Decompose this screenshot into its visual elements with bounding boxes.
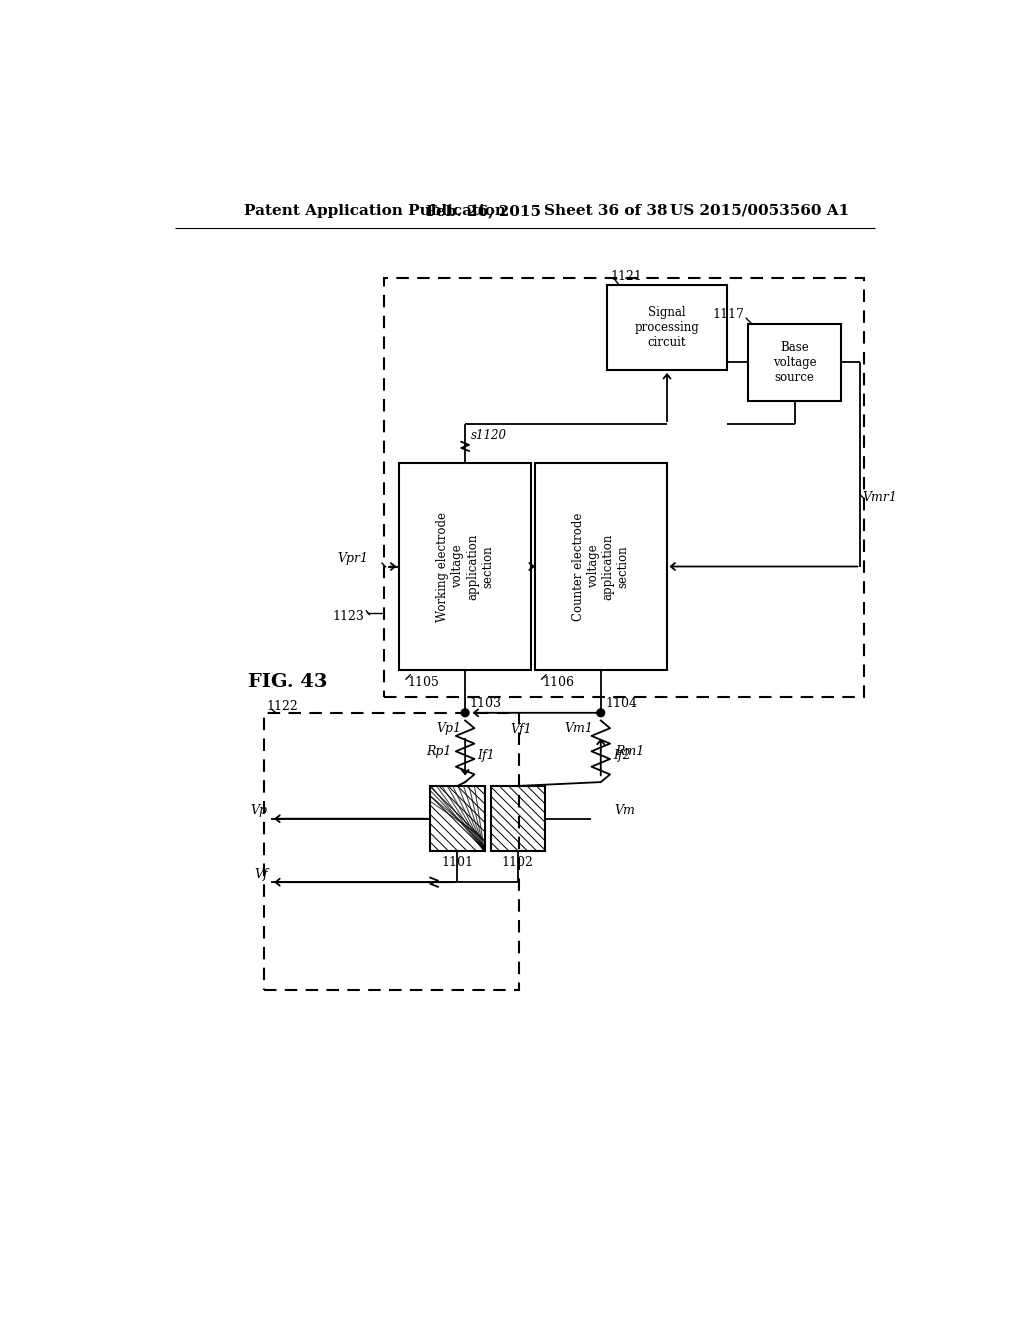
Text: Vf: Vf [254, 869, 267, 880]
Text: 1105: 1105 [407, 676, 439, 689]
Circle shape [597, 709, 604, 717]
Text: Vp: Vp [251, 804, 267, 817]
Text: If1: If1 [477, 748, 496, 762]
Text: 1106: 1106 [543, 676, 574, 689]
Bar [399, 462, 531, 671]
Text: Signal
processing
circuit: Signal processing circuit [635, 306, 699, 350]
Text: Vp1: Vp1 [436, 722, 461, 735]
Bar [384, 277, 864, 697]
Text: 1122: 1122 [266, 700, 298, 713]
Bar [748, 323, 841, 401]
Text: s1120: s1120 [471, 429, 507, 442]
Bar [535, 462, 667, 671]
Text: Vm1: Vm1 [564, 722, 593, 735]
Text: Rp1: Rp1 [426, 744, 452, 758]
Text: Vf1: Vf1 [511, 723, 532, 737]
Bar [263, 713, 519, 990]
Text: Rm1: Rm1 [614, 744, 644, 758]
Text: Vpr1: Vpr1 [337, 552, 369, 565]
Text: 1104: 1104 [605, 697, 637, 710]
Text: Patent Application Publication: Patent Application Publication [245, 203, 506, 218]
Text: Working electrode
voltage
application
section: Working electrode voltage application se… [436, 511, 495, 622]
Text: FIG. 43: FIG. 43 [248, 673, 328, 690]
Text: US 2015/0053560 A1: US 2015/0053560 A1 [671, 203, 850, 218]
Text: Vmr1: Vmr1 [862, 491, 898, 504]
Text: 1123: 1123 [333, 610, 365, 623]
Bar [607, 285, 727, 370]
Text: 1103: 1103 [470, 697, 502, 710]
Text: 1101: 1101 [441, 855, 473, 869]
Bar [490, 785, 545, 851]
Circle shape [461, 709, 469, 717]
Text: If2: If2 [613, 748, 631, 762]
Text: Vm: Vm [614, 804, 636, 817]
Text: Base
voltage
source: Base voltage source [773, 341, 816, 384]
Bar [430, 785, 484, 851]
Text: Counter electrode
voltage
application
section: Counter electrode voltage application se… [571, 512, 630, 620]
Text: 1102: 1102 [502, 855, 534, 869]
Text: 1121: 1121 [611, 269, 643, 282]
Text: Sheet 36 of 38: Sheet 36 of 38 [544, 203, 668, 218]
Text: 1117: 1117 [713, 308, 744, 321]
Text: Feb. 26, 2015: Feb. 26, 2015 [426, 203, 542, 218]
